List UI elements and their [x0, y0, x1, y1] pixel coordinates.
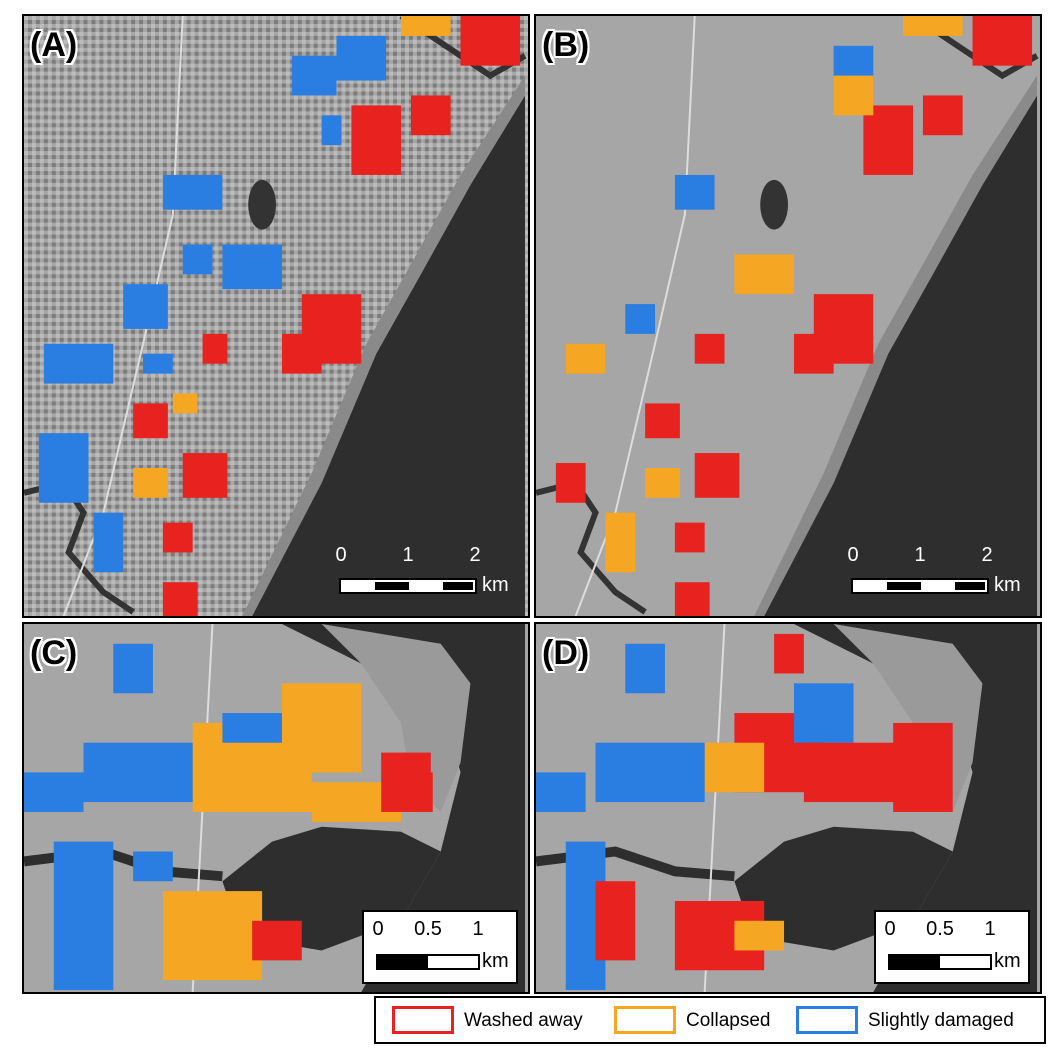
scale-tick-b-0: 0 [847, 544, 859, 566]
legend: Washed away Collapsed Slightly damaged [374, 996, 1046, 1044]
panel-label-c: (C) [30, 634, 78, 672]
scale-bar-d: 0 0.5 1 km [874, 910, 1030, 984]
damage-overlay-a [38, 16, 521, 616]
scale-tick-c-1: 0.5 [414, 918, 442, 940]
scale-bar-c: 0 0.5 1 km [362, 910, 518, 984]
panel-label-a: (A) [30, 26, 78, 64]
scale-tick-b-1: 1 [914, 544, 926, 566]
scale-bar-graphic-d [888, 954, 992, 970]
scale-tick-c-2: 1 [472, 918, 484, 940]
scale-tick-a-1: 1 [402, 544, 414, 566]
scale-tick-b-2: 2 [981, 544, 993, 566]
legend-swatch-collapsed [614, 1006, 676, 1034]
panel-label-d: (D) [542, 634, 590, 672]
scale-unit-b: km [994, 574, 1021, 596]
scale-tick-d-1: 0.5 [926, 918, 954, 940]
legend-swatch-slightly-damaged [796, 1006, 858, 1034]
legend-label-slightly-damaged: Slightly damaged [868, 1010, 1014, 1031]
scale-tick-a-2: 2 [469, 544, 481, 566]
map-panel-b: (B) 0 1 2 km [534, 14, 1042, 618]
scale-bar-b: 0 1 2 km [846, 544, 1028, 604]
map-panel-d: (D) 0 0.5 1 km [534, 622, 1042, 994]
scale-tick-c-0: 0 [372, 918, 384, 940]
scale-tick-d-2: 1 [984, 918, 996, 940]
map-panel-c: (C) 0 0.5 1 km [22, 622, 530, 994]
scale-unit-a: km [482, 574, 509, 596]
sar-image-a [24, 16, 528, 616]
damage-overlay-d [536, 633, 953, 991]
scale-tick-d-0: 0 [884, 918, 896, 940]
damage-overlay-b [555, 16, 1033, 616]
legend-label-washed-away: Washed away [464, 1010, 583, 1031]
legend-label-collapsed: Collapsed [686, 1010, 771, 1031]
scale-bar-graphic-b [851, 578, 989, 594]
scale-tick-a-0: 0 [335, 544, 347, 566]
sar-image-b [536, 16, 1040, 616]
scale-bar-graphic-a [339, 578, 477, 594]
scale-unit-d: km [994, 950, 1021, 972]
scale-bar-a: 0 1 2 km [334, 544, 516, 604]
damage-overlay-c [24, 643, 433, 991]
scale-unit-c: km [482, 950, 509, 972]
scale-bar-graphic-c [376, 954, 480, 970]
map-panel-a: (A) 0 1 2 km [22, 14, 530, 618]
legend-swatch-washed-away [392, 1006, 454, 1034]
panel-label-b: (B) [542, 26, 590, 64]
